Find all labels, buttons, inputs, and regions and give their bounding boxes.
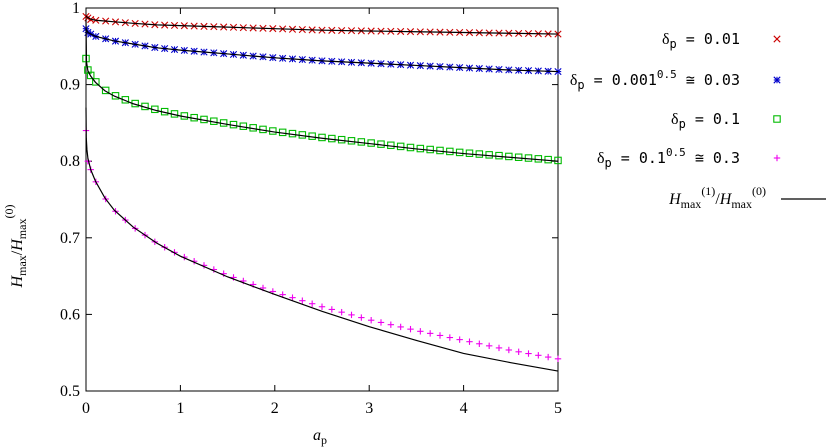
data-point — [328, 306, 336, 313]
data-point — [358, 314, 365, 321]
data-point — [476, 340, 483, 347]
y-tick-label: 0.6 — [60, 306, 80, 323]
data-point — [348, 311, 355, 319]
data-point — [367, 317, 375, 324]
data-point — [554, 355, 562, 363]
legend-marker — [773, 35, 781, 43]
legend: δp = 0.01 δp = 0.0010.5 ≅ 0.03 δp = 0.1 δp … — [570, 30, 826, 211]
x-tick-label: 3 — [365, 400, 373, 417]
data-point — [426, 330, 434, 337]
data-point — [338, 308, 345, 316]
data-point — [417, 328, 424, 335]
legend-item-theory: Hmax(1)/Hmax(0) — [668, 184, 826, 211]
legend-marker — [773, 76, 781, 84]
y-tick-label: 0.5 — [60, 383, 80, 400]
legend-item-d01: δp = 0.1 — [671, 110, 781, 131]
data-point — [308, 300, 316, 307]
legend-label: δp = 0.1 — [671, 110, 740, 131]
theory-curve — [85, 15, 559, 35]
theory-curve — [85, 19, 559, 162]
data-point — [377, 319, 385, 326]
data-point — [544, 353, 552, 361]
data-point — [387, 321, 395, 328]
y-tick-label: 0.9 — [60, 77, 80, 94]
data-point — [111, 92, 120, 100]
series-d03 — [82, 127, 562, 363]
x-tick-label: 1 — [176, 400, 184, 417]
data-point — [535, 352, 542, 359]
legend-label: δp = 0.10.5 ≅ 0.3 — [597, 146, 740, 170]
data-point — [554, 30, 562, 38]
x-axis-label: ap — [313, 427, 327, 447]
x-axis-label-sub: p — [321, 433, 327, 447]
data-point — [289, 294, 296, 301]
x-tick-label: 4 — [460, 400, 468, 417]
x-tick-label: 0 — [82, 400, 90, 417]
theory-curve — [85, 28, 559, 73]
data-point — [446, 334, 454, 341]
data-point — [466, 338, 473, 345]
data-point — [456, 336, 463, 343]
data-point — [86, 71, 95, 80]
series-theory — [85, 15, 559, 372]
x-tick-label: 2 — [271, 400, 279, 417]
y-axis-ticks: 0.5 0.6 0.7 0.8 0.9 1 — [60, 0, 558, 400]
legend-label: Hmax(1)/Hmax(0) — [668, 184, 766, 211]
data-point — [101, 86, 110, 95]
x-tick-label: 5 — [554, 400, 562, 417]
plot-border — [85, 7, 559, 392]
data-point — [525, 350, 532, 357]
legend-item-d003: δp = 0.0010.5 ≅ 0.03 — [570, 68, 781, 92]
legend-marker — [773, 154, 781, 162]
legend-item-d03: δp = 0.10.5 ≅ 0.3 — [597, 146, 781, 170]
y-axis-label: Hmax/Hmax(0) — [2, 205, 29, 289]
y-tick-label: 0.7 — [60, 230, 80, 247]
y-tick-label: 0.8 — [60, 153, 80, 170]
legend-label: δp = 0.01 — [662, 30, 740, 51]
legend-item-d001: δp = 0.01 — [662, 30, 781, 51]
legend-label: δp = 0.0010.5 ≅ 0.03 — [570, 68, 740, 92]
data-point — [495, 344, 503, 352]
theory-curve — [85, 107, 559, 372]
plot-frame — [85, 7, 559, 392]
data-point — [505, 346, 513, 354]
data-point — [299, 297, 306, 304]
data-point — [515, 348, 522, 356]
legend-marker — [773, 115, 781, 123]
data-point — [397, 323, 404, 331]
series-layer — [82, 12, 562, 372]
y-tick-label: 1 — [72, 0, 80, 17]
data-point — [318, 303, 326, 310]
x-axis-ticks: 0 1 2 3 4 5 — [82, 8, 562, 417]
data-point — [92, 78, 100, 86]
data-point — [407, 325, 414, 333]
data-point — [485, 342, 493, 350]
data-point — [436, 332, 444, 339]
